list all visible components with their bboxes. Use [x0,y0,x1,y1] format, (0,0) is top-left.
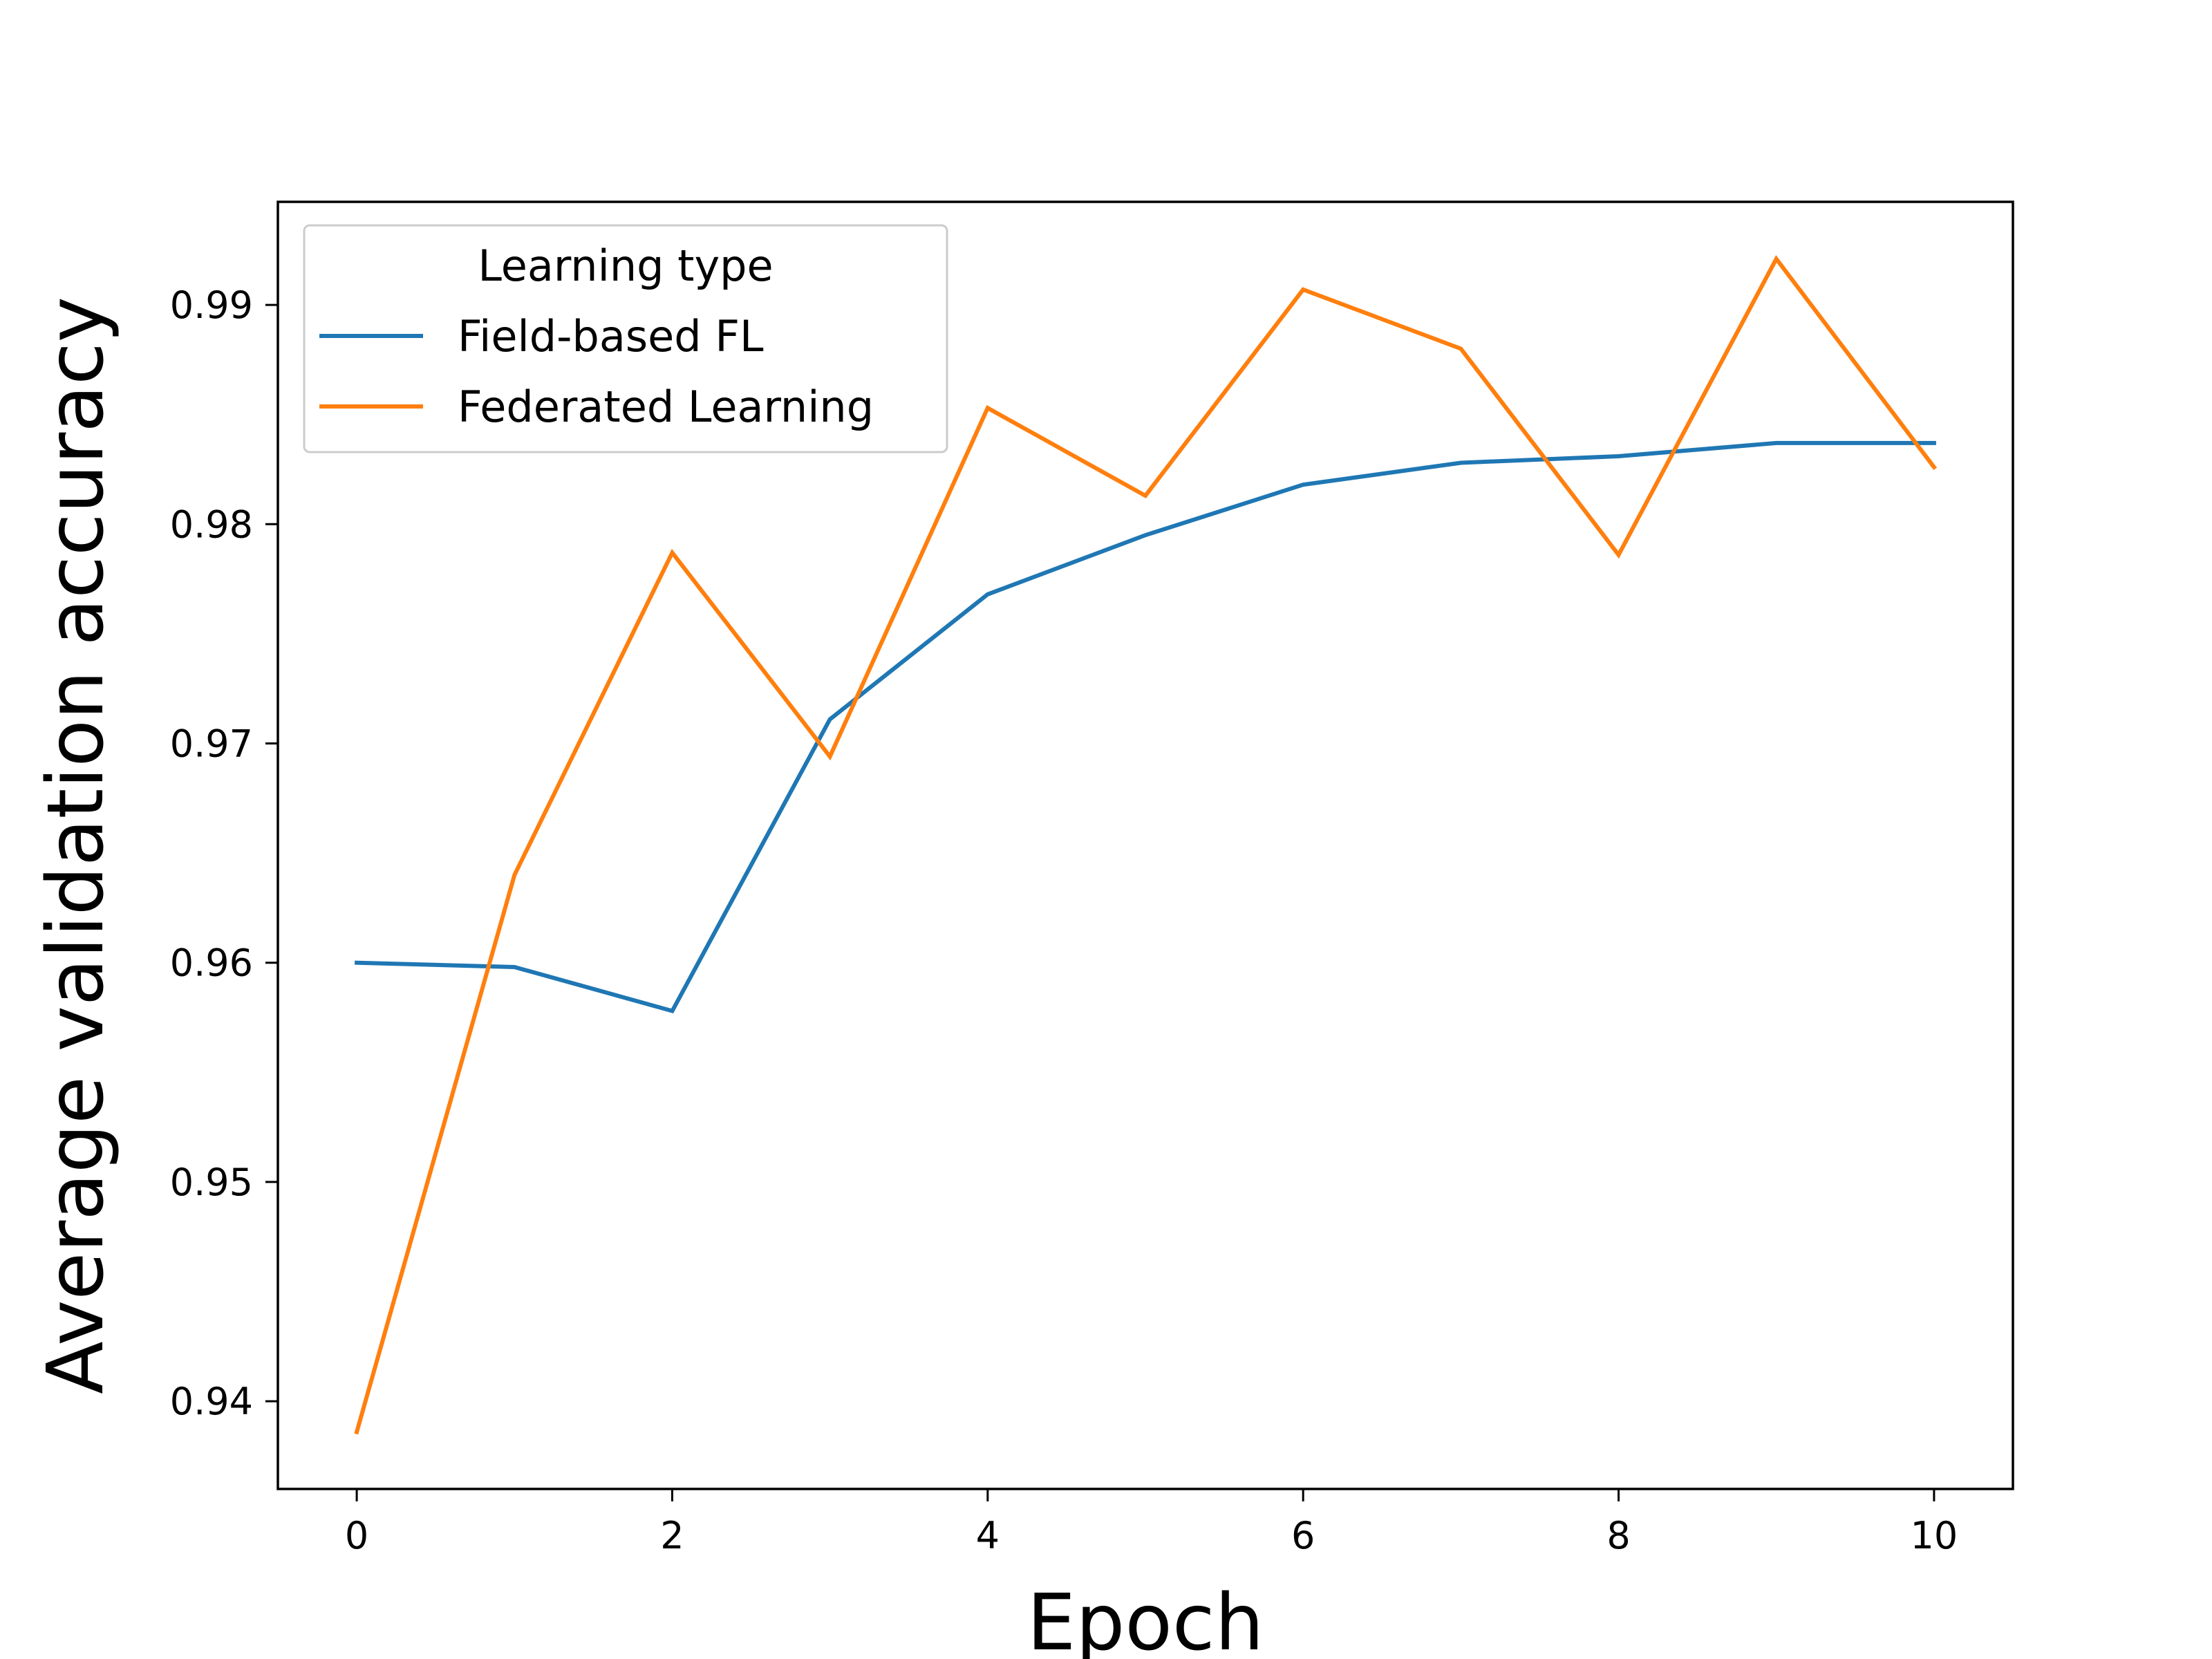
x-tick-label: 8 [1606,1514,1630,1557]
legend-title: Learning type [478,241,773,291]
y-axis-title: Average validation accuracy [31,297,121,1394]
legend-box [303,224,948,453]
plot-frame [276,200,2014,1490]
y-tick-label: 0.95 [170,1161,253,1204]
series-line-1 [354,254,1938,1435]
legend-label-1: Federated Learning [458,382,874,432]
y-tick-label: 0.98 [170,503,253,546]
y-tick-label: 0.94 [170,1380,253,1423]
x-tick-label: 4 [976,1514,1000,1557]
legend-entries: Field-based FL Federated Learning [319,311,874,432]
y-tick-label: 0.97 [170,722,253,765]
series-layer [354,254,1938,1435]
x-tick-label: 6 [1291,1514,1315,1557]
legend-label-0: Field-based FL [458,311,764,362]
legend: Learning type Field-based FL Federated Le… [303,224,948,453]
y-axis: 0.94 0.95 0.96 0.97 0.98 0.99 [170,283,278,1423]
x-tick-label: 2 [660,1514,684,1557]
x-tick-label: 0 [345,1514,368,1557]
y-tick-label: 0.99 [170,283,253,327]
x-axis-title: Epoch [1027,1578,1264,1659]
x-tick-label: 10 [1911,1514,1958,1557]
x-axis: 0 2 4 6 8 10 [345,1489,1958,1557]
y-tick-label: 0.96 [170,941,253,985]
